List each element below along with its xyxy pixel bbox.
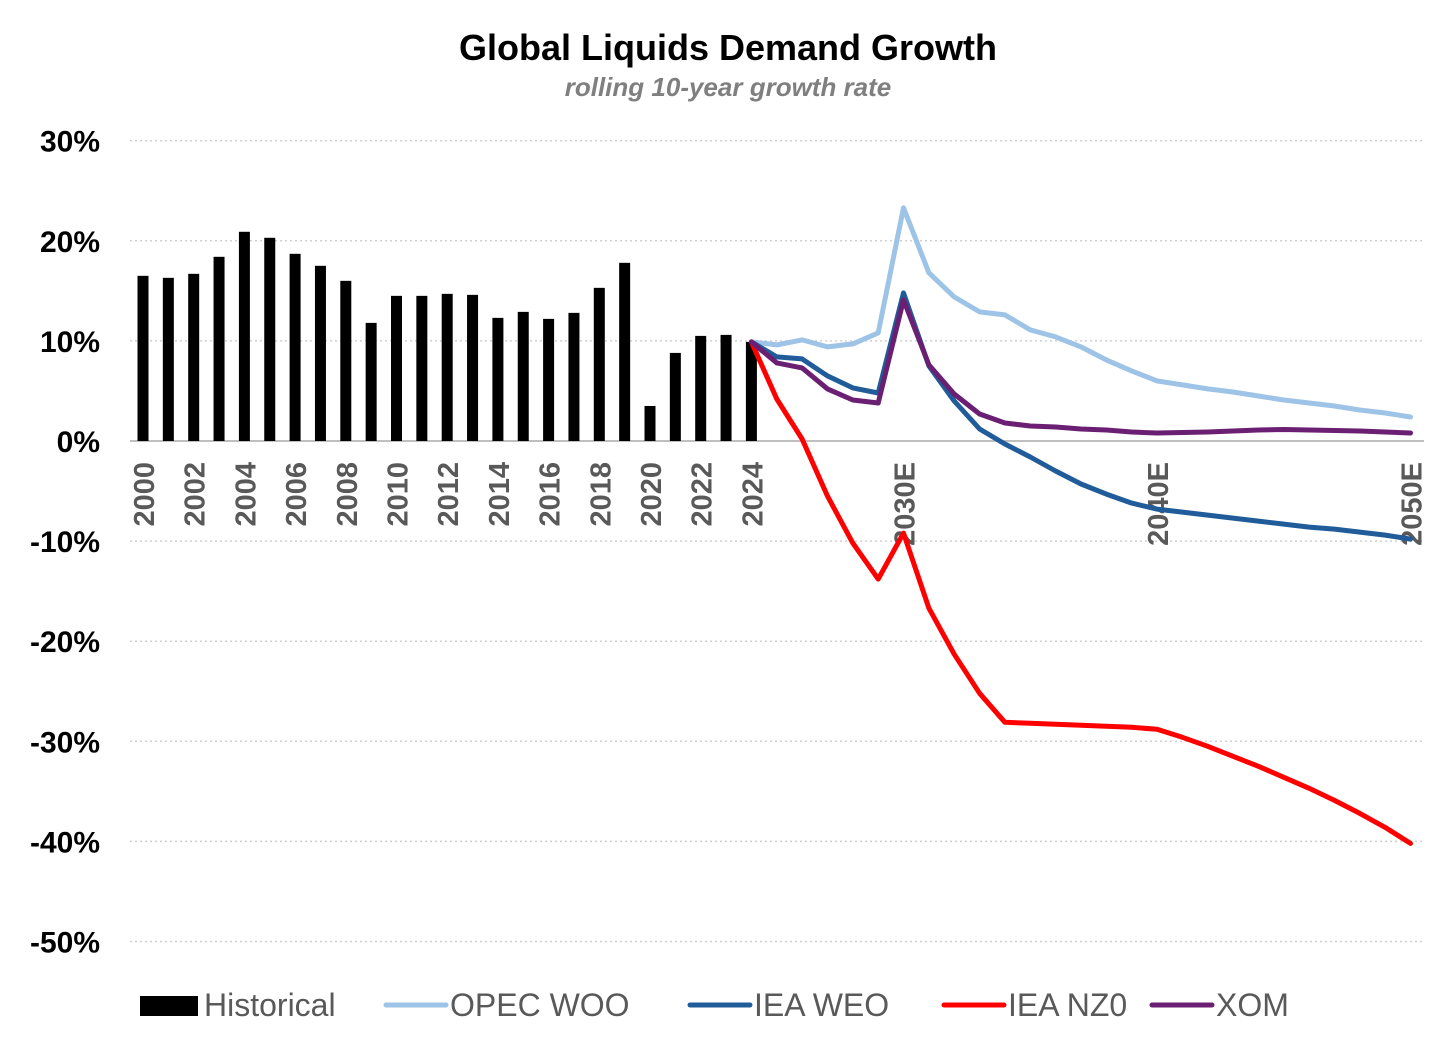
bar-2000 [137,275,149,441]
legend-label: IEA NZ0 [1008,987,1127,1023]
y-tick-label: -10% [30,526,100,559]
x-tick-label: 2000 [129,462,161,527]
bar-2001 [162,277,174,441]
y-tick-label: -40% [30,826,100,859]
y-tick-label: 30% [40,126,100,159]
bar-2005 [264,237,276,441]
bar-2023 [720,334,732,441]
bar-2006 [289,253,301,441]
x-axis-ticks: 2000 2002 2004 2006 2008 2010 2012 2014 2016 2018… [129,462,1429,546]
bar-2010 [391,295,402,441]
x-tick-label: 2050E [1397,462,1429,546]
series-line-xom [748,297,1413,436]
x-tick-label: 2024 [737,462,769,527]
y-tick-label: -50% [30,927,100,960]
series-line-opec-woo [748,205,1413,420]
legend-label: Historical [204,987,336,1023]
legend: Historical OPEC WOO IEA WEO IEA NZ0 XOM [140,987,1289,1023]
x-tick-label: 2004 [230,462,262,527]
bar-2009 [365,322,377,441]
bar-2007 [314,265,326,441]
x-tick-label: 2016 [535,462,567,527]
y-tick-label: 0% [57,426,100,459]
bar-2018 [593,287,605,441]
x-tick-label: 2002 [180,462,212,527]
bar-2003 [213,256,225,441]
legend-label: XOM [1216,987,1289,1023]
x-tick-label: 2006 [281,462,313,527]
series-line-iea-weo [748,290,1413,542]
bar-2008 [340,280,352,441]
y-tick-label: -20% [30,626,100,659]
y-tick-label: 10% [40,326,100,359]
bar-2020 [644,405,656,441]
bar-2021 [669,352,681,441]
x-tick-label: 2018 [585,462,617,527]
y-tick-label: 20% [40,226,100,259]
historical-bars [137,231,757,441]
forecast-lines [748,205,1413,846]
bar-2019 [619,262,631,441]
bar-2002 [188,273,200,441]
y-tick-label: -30% [30,726,100,759]
bar-2016 [543,318,555,441]
bar-2022 [695,335,707,441]
x-tick-label: 2010 [383,462,415,527]
x-tick-label: 2012 [433,462,465,527]
x-tick-label: 2014 [484,462,516,527]
bar-2013 [467,294,479,441]
x-tick-label: 2008 [332,462,364,527]
chart-title: Global Liquids Demand Growth [459,27,997,68]
y-axis-ticks: 30% 20% 10% 0% -10% -20% -30% -40% -50% [30,126,100,960]
bar-2014 [492,317,504,441]
series-line-iea-nz0 [748,339,1413,846]
chart-subtitle: rolling 10-year growth rate [565,72,892,102]
bar-2012 [441,293,453,441]
bar-2004 [238,231,250,441]
gridlines [130,139,1424,943]
bar-2017 [568,312,580,441]
legend-label: OPEC WOO [450,987,630,1023]
bar-2011 [416,295,428,441]
x-tick-label: 2022 [687,462,719,527]
bar-2015 [517,311,529,441]
legend-swatch-historical [140,996,198,1016]
x-tick-label: 2020 [636,462,668,527]
bar-2024 [745,341,757,441]
x-tick-label: 2040E [1143,462,1175,546]
legend-label: IEA WEO [754,987,889,1023]
